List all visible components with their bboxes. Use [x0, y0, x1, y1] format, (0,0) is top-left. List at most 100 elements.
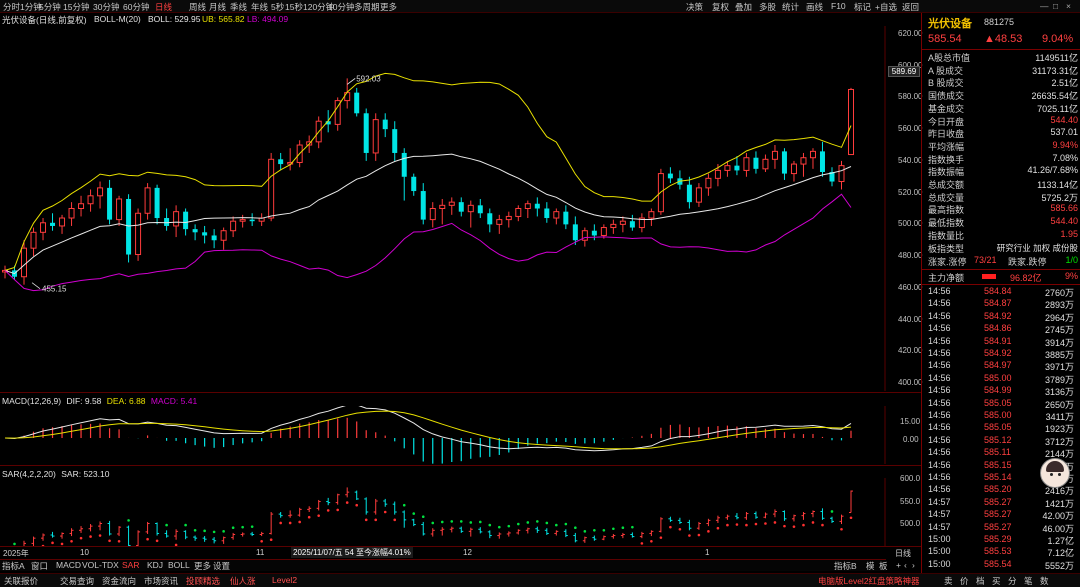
sar-dot	[783, 524, 786, 528]
candle	[819, 141, 825, 177]
tick-time: 14:57	[928, 509, 951, 520]
macd-title: MACD(12,26,9)	[2, 396, 62, 406]
sar-bar	[468, 521, 473, 537]
sar-dot	[146, 537, 149, 541]
indicator-right-tab[interactable]: 指标B	[834, 561, 857, 571]
period-tab[interactable]: 5分钟	[39, 2, 61, 12]
bottom-tab[interactable]: 仙人涨	[230, 576, 256, 586]
bottom-tab[interactable]: 资金流向	[102, 576, 137, 586]
promo-link[interactable]: 电脑版Level2红盘策略神器	[818, 576, 920, 586]
indicator-tab[interactable]: 设置	[213, 561, 231, 571]
sar-dot	[89, 535, 92, 538]
boll-label[interactable]: BOLL-M(20)	[94, 14, 141, 24]
indicator-right-tab[interactable]: 模	[866, 561, 875, 571]
toolbar-button[interactable]: 复权	[712, 2, 730, 12]
assistant-avatar-icon[interactable]	[1040, 458, 1070, 488]
sar-bar	[582, 530, 587, 543]
toolbar-button[interactable]: 返回	[902, 2, 920, 12]
stock-name: 光伏设备	[928, 18, 972, 30]
period-tab[interactable]: 15秒	[285, 2, 303, 12]
stat-label: 基金成交	[928, 103, 965, 114]
indicator-tab[interactable]: VOL-TDX	[82, 560, 119, 570]
sar-bar	[316, 499, 321, 517]
sar-bar	[734, 513, 739, 526]
sector-value[interactable]: 研究行业 加权 成份股	[996, 243, 1078, 253]
toolbar-button[interactable]: F10	[831, 1, 846, 11]
window-control-icon[interactable]: —	[1040, 1, 1049, 11]
indicator-tab[interactable]: 窗口	[31, 561, 49, 571]
period-tab[interactable]: 多周期	[354, 2, 380, 12]
toolbar-button[interactable]: +自选	[875, 2, 897, 12]
quote-mode-tab[interactable]: 价	[960, 576, 969, 586]
stat-label: 平均涨幅	[928, 141, 965, 152]
quote-mode-tab[interactable]: 卖	[944, 576, 953, 586]
toolbar-button[interactable]: 标记	[854, 2, 872, 12]
indicator-tab[interactable]: 更多	[194, 561, 212, 571]
period-tab[interactable]: 60分钟	[123, 2, 150, 12]
window-control-icon[interactable]: ×	[1066, 1, 1071, 11]
sar-bar	[820, 508, 825, 527]
bottom-tab[interactable]: 投顾精选	[186, 576, 221, 586]
period-tab[interactable]: 年线	[251, 2, 269, 12]
sar-dot	[288, 521, 292, 525]
sar-bar	[335, 493, 340, 512]
toolbar-button[interactable]: 多股	[759, 2, 777, 12]
bottom-tab[interactable]: Level2	[272, 575, 298, 585]
indicator-nav-icon[interactable]: +	[896, 560, 901, 570]
stat-label: B 股成交	[928, 78, 964, 89]
tick-price: 584.92	[984, 310, 1012, 321]
candle	[287, 148, 294, 171]
period-tab[interactable]: 季线	[230, 2, 248, 12]
indicator-right-tab[interactable]: 板	[879, 561, 888, 571]
period-tab[interactable]: 30分钟	[93, 2, 120, 12]
quote-mode-tab[interactable]: 买	[992, 576, 1001, 586]
trade-tick-row: 14:57 585.27 42.00万	[928, 509, 1078, 522]
indicator-nav-icon[interactable]: ›	[912, 560, 915, 570]
period-tab[interactable]: 15分钟	[63, 2, 90, 12]
quote-mode-tab[interactable]: 笔	[1024, 576, 1033, 586]
sar-bar	[174, 529, 179, 546]
sar-bar	[573, 526, 578, 543]
indicator-tab[interactable]: 指标A	[2, 561, 25, 571]
indicator-tab[interactable]: MACD	[56, 560, 82, 570]
bottom-tab[interactable]: 交易查询	[60, 576, 95, 586]
window-control-icon[interactable]: □	[1053, 1, 1059, 11]
netflow-value: 96.82亿	[1010, 273, 1042, 283]
trade-tick-row: 14:56 584.86 2745万	[928, 323, 1078, 336]
quote-mode-tab[interactable]: 数	[1040, 576, 1049, 586]
period-tab[interactable]: 周线	[189, 2, 207, 12]
boll-mid-line	[4, 153, 852, 275]
period-tab[interactable]: 1分钟	[20, 2, 42, 12]
toolbar-button[interactable]: 叠加	[735, 2, 753, 12]
indicator-tab[interactable]: SAR	[122, 560, 140, 570]
sar-bar	[13, 542, 16, 546]
bottom-tab[interactable]: 市场资讯	[144, 576, 179, 586]
sar-bar	[592, 529, 597, 541]
toolbar-button[interactable]: 决策	[686, 2, 704, 12]
period-tab[interactable]: 10分钟	[328, 2, 355, 12]
period-tab[interactable]: 月线	[209, 2, 227, 12]
toolbar-button[interactable]: 统计	[782, 2, 800, 12]
quote-mode-tab[interactable]: 档	[976, 576, 985, 586]
period-tab[interactable]: 分时	[3, 2, 21, 12]
candlestick-chart[interactable]: 592.03 455.15	[0, 26, 886, 391]
bottom-tab[interactable]: 关联报价	[4, 576, 39, 586]
period-tab[interactable]: 5秒	[271, 2, 285, 12]
bottom-toolbar: 关联报价 交易查询 资金流向 市场资讯 投顾精选 仙人涨 Level2 电脑版Level2红盘…	[0, 573, 1080, 587]
sar-bar	[364, 497, 369, 522]
sar-bar	[307, 506, 312, 519]
toolbar-button[interactable]: 画线	[806, 2, 824, 12]
period-tab[interactable]: 日线	[155, 2, 173, 12]
indicator-tab[interactable]: KDJ	[147, 560, 164, 570]
period-tab[interactable]: 更多	[380, 2, 398, 12]
sar-dot	[459, 520, 463, 523]
indicator-nav-icon[interactable]: ‹	[904, 560, 907, 570]
price-axis-label: 620.00	[898, 28, 923, 38]
stat-row: 最高指数 585.66	[928, 203, 1078, 216]
tick-time: 14:56	[928, 385, 951, 396]
quote-mode-tab[interactable]: 分	[1008, 576, 1017, 586]
trade-tick-row: 14:56 585.05 2650万	[928, 398, 1078, 411]
sar-dot	[231, 526, 235, 529]
indicator-tab[interactable]: BOLL	[168, 560, 190, 570]
period-tab[interactable]: 120分钟	[303, 2, 335, 12]
